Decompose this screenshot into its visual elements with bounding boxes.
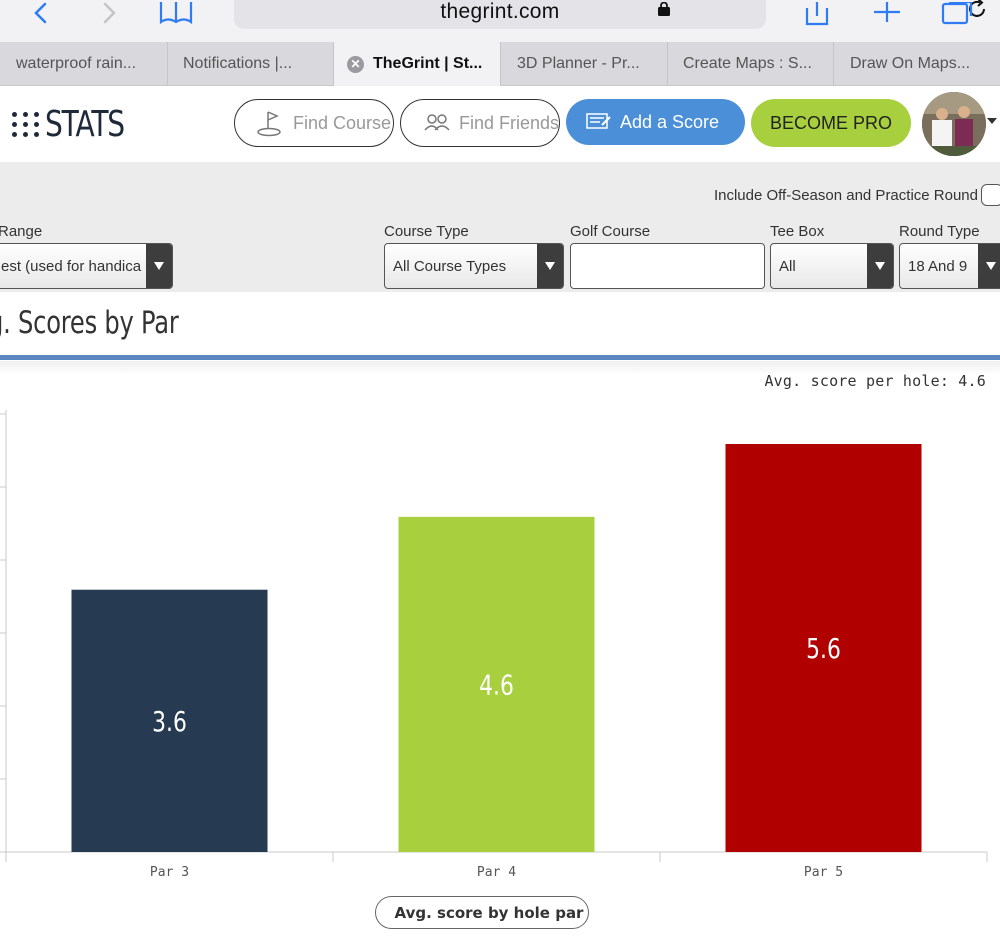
close-tab-icon[interactable]: ✕ [347, 55, 364, 73]
tab-title: Draw On Maps... [850, 55, 971, 72]
chart-legend[interactable]: Avg. score by hole par [375, 896, 589, 929]
golf-course-input[interactable] [570, 243, 765, 289]
round-type-select[interactable]: 18 And 9 [899, 243, 1000, 289]
course-type-label: Course Type [384, 223, 469, 240]
tee-box-select[interactable]: All [770, 243, 894, 289]
x-tick-label: Par 4 [477, 865, 516, 880]
stats-logo[interactable]: STATS [12, 103, 146, 145]
round-type-value: 18 And 9 [908, 258, 968, 275]
logo-dots-icon [12, 111, 39, 137]
offseason-label: Include Off-Season and Practice Round [713, 187, 978, 204]
tab-bar: waterproof rain... Notifications |... ✕ … [0, 42, 1000, 86]
dropdown-arrow-icon [146, 244, 172, 288]
scores-by-par-chart: 3.6 Par 3 4.6 Par 4 5.6 Par 5 [0, 410, 988, 880]
tee-box-label: Tee Box [770, 223, 825, 240]
scorecard-icon [586, 113, 611, 129]
site-header: STATS Find Course Find Friends Add a Sco… [0, 86, 1000, 162]
avg-score-note: Avg. score per hole: 4.6 [764, 372, 986, 390]
tee-box-value: All [779, 258, 796, 275]
tab-title: Create Maps : S... [683, 55, 812, 72]
browser-toolbar: thegrint.com [0, 0, 1000, 42]
tab-thegrint[interactable]: ✕ TheGrint | St... [333, 42, 500, 86]
tab-title: waterproof rain... [16, 55, 137, 72]
course-type-value: All Course Types [393, 258, 507, 275]
chart-bars [71, 444, 922, 852]
tab-3d-planner[interactable]: 3D Planner - Pr... [500, 42, 667, 86]
bar-par-3 [71, 589, 268, 852]
tab-title: 3D Planner - Pr... [517, 55, 640, 72]
chevron-down-icon[interactable] [987, 118, 997, 124]
range-label: Range [0, 223, 43, 240]
dropdown-arrow-icon [867, 244, 893, 288]
legend-marker [381, 911, 385, 915]
logo-text: STATS [45, 103, 125, 145]
x-tick-label: Par 5 [804, 865, 843, 880]
find-friends-label: Find Friends [458, 112, 559, 133]
bar-par-5 [725, 444, 922, 852]
new-tab-icon[interactable] [872, 0, 902, 28]
friends-icon [424, 114, 450, 131]
find-course-label: Find Course [293, 112, 392, 133]
tab-title: Notifications |... [183, 55, 293, 72]
find-friends-button[interactable]: Find Friends [400, 99, 560, 147]
dropdown-arrow-icon [537, 244, 563, 288]
divider-shadow [0, 361, 1000, 375]
round-type-label: Round Type [899, 223, 980, 240]
bar-value-label: 4.6 [479, 669, 514, 701]
forward-icon[interactable] [98, 0, 122, 28]
bar-par-4 [398, 516, 595, 852]
url-text: thegrint.com [440, 0, 560, 23]
tab-waterproof[interactable]: waterproof rain... [0, 42, 167, 86]
tab-create-maps[interactable]: Create Maps : S... [667, 42, 833, 86]
golf-flag-icon [257, 111, 281, 137]
find-course-button[interactable]: Find Course [234, 99, 394, 147]
title-divider [0, 355, 1000, 360]
range-value: est (used for handica [1, 258, 142, 275]
tab-notifications[interactable]: Notifications |... [167, 42, 333, 86]
url-bar[interactable]: thegrint.com [234, 0, 985, 29]
avatar[interactable] [922, 92, 986, 156]
section-title: g. Scores by Par [0, 305, 179, 341]
back-icon[interactable] [28, 0, 52, 28]
add-score-button[interactable]: Add a Score [566, 99, 745, 145]
tab-title: TheGrint | St... [373, 55, 483, 72]
tab-draw-on-maps[interactable]: Draw On Maps... [833, 42, 1000, 86]
offseason-checkbox[interactable] [981, 184, 1000, 206]
become-pro-label: BECOME PRO [769, 112, 893, 133]
bar-value-label: 5.6 [806, 632, 841, 664]
range-select[interactable]: est (used for handica [0, 243, 173, 289]
lock-icon [658, 1, 670, 16]
tabs-overview-icon[interactable] [940, 0, 974, 28]
filter-panel: Include Off-Season and Practice Round Ra… [0, 162, 1000, 292]
dropdown-arrow-icon [978, 244, 1000, 288]
add-score-label: Add a Score [620, 111, 720, 132]
become-pro-button[interactable]: BECOME PRO [751, 99, 911, 147]
chart-labels: 3.6 Par 3 4.6 Par 4 5.6 Par 5 [150, 632, 843, 880]
golf-course-label: Golf Course [570, 223, 651, 240]
bookmarks-icon[interactable] [158, 0, 194, 28]
x-tick-label: Par 3 [150, 865, 189, 880]
share-icon[interactable] [803, 0, 831, 28]
bar-value-label: 3.6 [152, 705, 187, 737]
course-type-select[interactable]: All Course Types [384, 243, 564, 289]
legend-label: Avg. score by hole par [394, 903, 584, 922]
